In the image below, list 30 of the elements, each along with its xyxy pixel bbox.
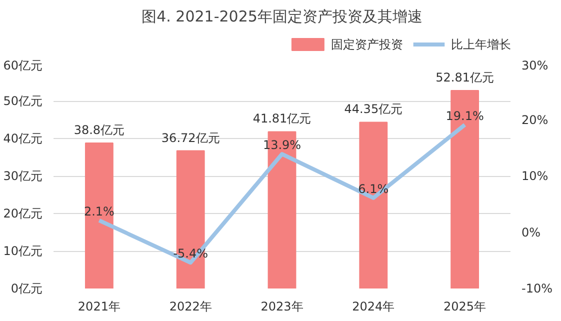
- chart-title: 图4. 2021-2025年固定资产投资及其增速: [142, 8, 422, 26]
- data-label: 6.1%: [358, 182, 389, 196]
- y-tick-label: 20亿元: [3, 206, 43, 220]
- data-label: 44.35亿元: [344, 102, 403, 116]
- y2-tick-label: 30%: [522, 58, 548, 72]
- y-tick-label: 50亿元: [3, 94, 43, 108]
- y-tick-label: 30亿元: [3, 169, 43, 183]
- data-label: 41.81亿元: [252, 112, 312, 126]
- bar: [84, 142, 114, 288]
- data-label: 2.1%: [84, 204, 114, 218]
- y2-tick-label: 20%: [522, 112, 548, 127]
- x-tick-label: 2022年: [169, 300, 212, 314]
- legend-label: 固定资产投资: [330, 38, 403, 52]
- y-tick-label: 40亿元: [3, 132, 43, 146]
- y-tick-label: 10亿元: [3, 244, 43, 258]
- y2-tick-label: 0%: [522, 225, 541, 240]
- legend-label: 比上年增长: [451, 38, 512, 52]
- x-tick-label: 2021年: [78, 300, 120, 314]
- x-tick-label: 2024年: [352, 300, 395, 314]
- y-tick-label: 0亿元: [10, 282, 43, 296]
- data-label: 36.72亿元: [161, 130, 220, 145]
- y2-tick-label: 10%: [522, 169, 548, 183]
- x-tick-label: 2023年: [260, 300, 304, 314]
- x-tick-label: 2025年: [444, 300, 486, 314]
- data-label: 38.8亿元: [74, 123, 125, 137]
- data-label: -5.4%: [173, 246, 208, 261]
- data-label: 52.81亿元: [436, 70, 494, 84]
- y-tick-label: 60亿元: [3, 58, 43, 72]
- bar: [359, 122, 388, 288]
- y2-tick-label: -10%: [522, 282, 553, 296]
